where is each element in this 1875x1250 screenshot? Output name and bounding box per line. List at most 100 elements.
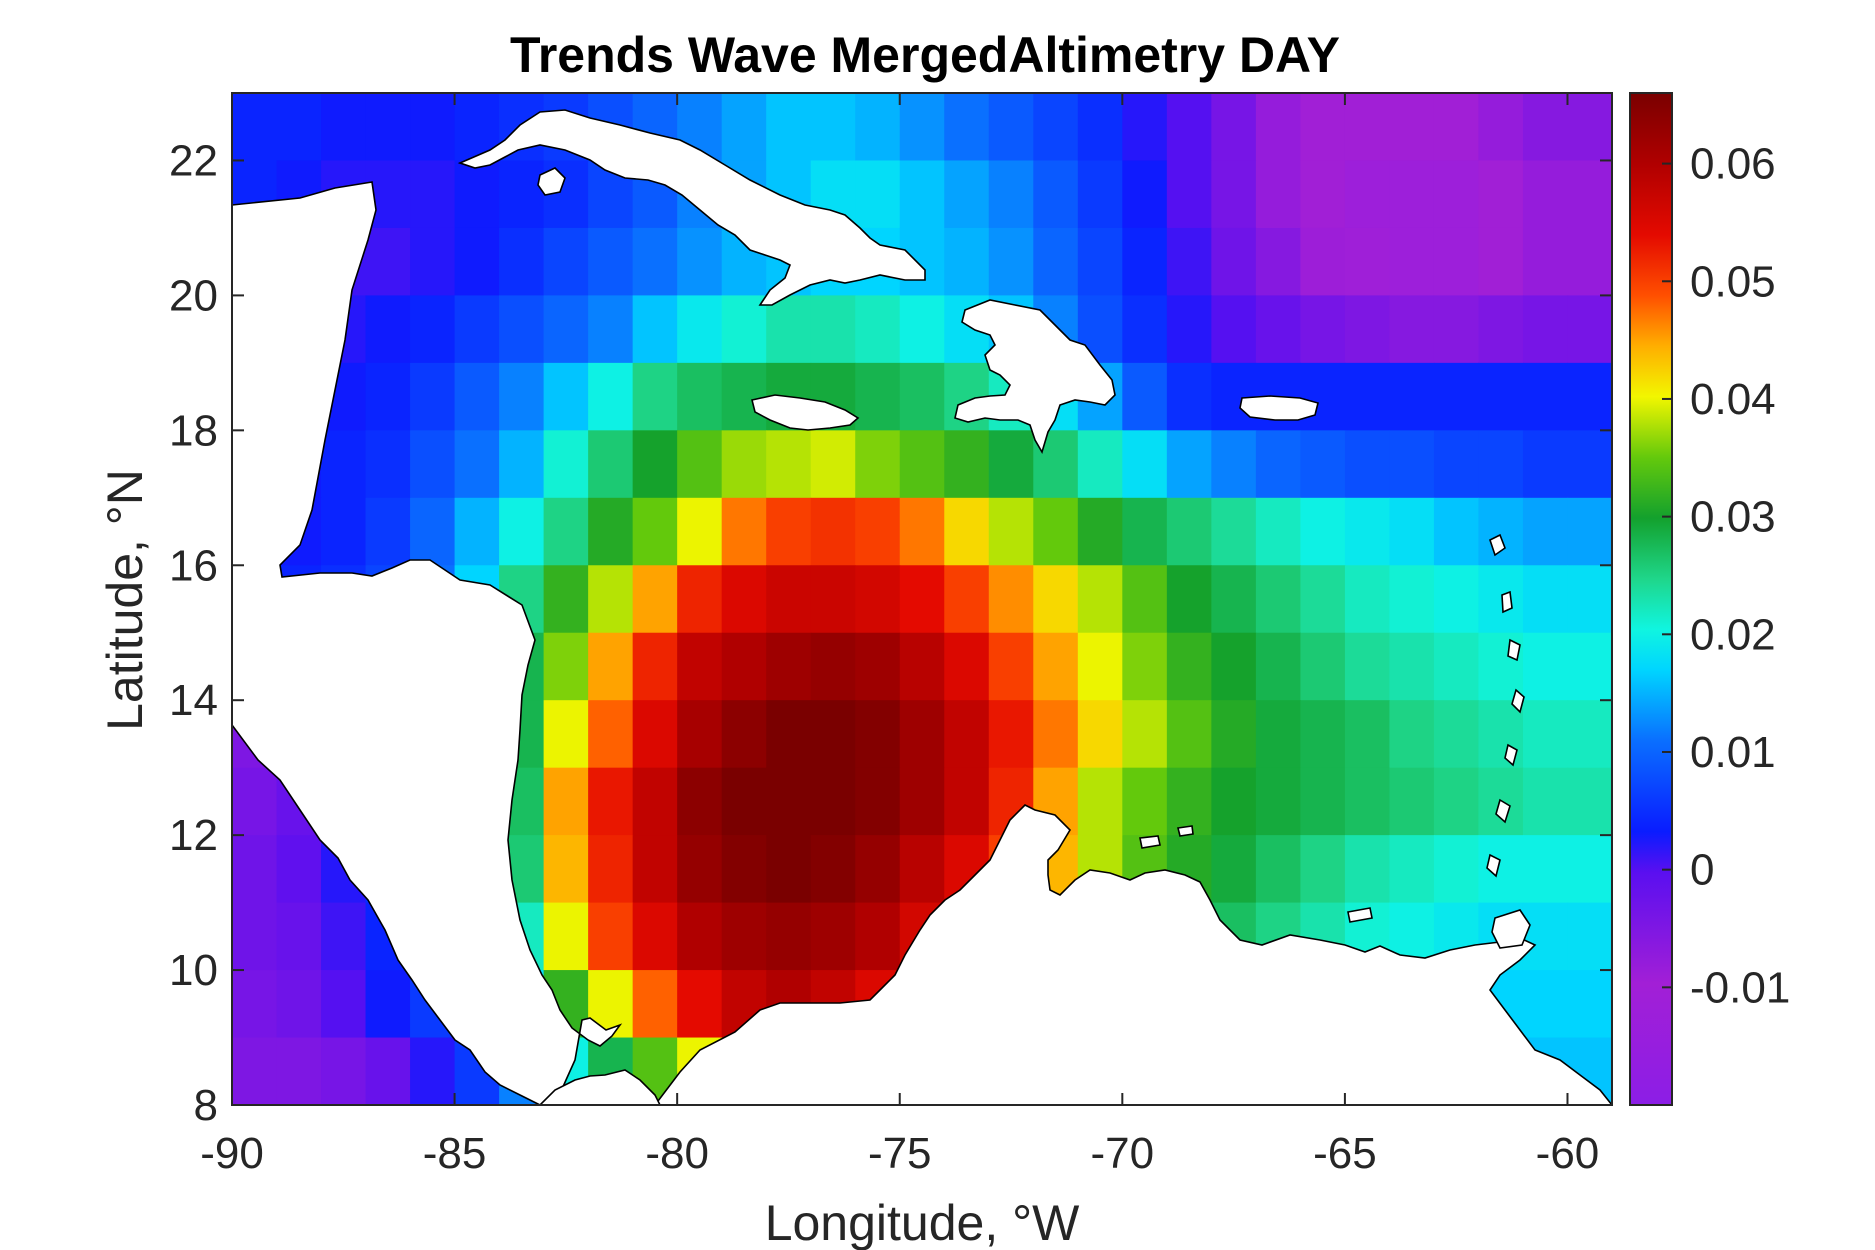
heatmap-cell xyxy=(721,295,767,364)
heatmap-cell xyxy=(677,902,723,971)
colorbar xyxy=(1630,93,1672,1105)
heatmap-cell xyxy=(276,902,322,971)
heatmap-cell xyxy=(1567,497,1612,566)
colorbar-frame xyxy=(1629,92,1673,1106)
heatmap-cell xyxy=(677,497,723,566)
heatmap-cell xyxy=(588,835,634,904)
colorbar-tick-label: 0.06 xyxy=(1690,140,1776,189)
heatmap-cell xyxy=(944,632,990,701)
heatmap-cell xyxy=(1567,430,1612,499)
heatmap-cell xyxy=(988,565,1034,634)
heatmap-cell xyxy=(454,430,500,499)
heatmap-cell xyxy=(1389,767,1435,836)
heatmap-cell xyxy=(1389,430,1435,499)
heatmap-cell xyxy=(588,227,634,296)
heatmap-cell xyxy=(1344,430,1391,499)
land-lesser-antilles-6 xyxy=(1495,798,1511,824)
heatmap-cell xyxy=(1567,632,1612,701)
heatmap-cell xyxy=(1300,497,1346,566)
heatmap-cell xyxy=(1389,362,1435,431)
heatmap-cell xyxy=(1344,767,1391,836)
heatmap-cell xyxy=(1567,295,1612,364)
heatmap-cell xyxy=(1389,93,1435,162)
heatmap-cell xyxy=(1166,227,1212,296)
heatmap-cell xyxy=(1389,700,1435,769)
heatmap-cell xyxy=(1077,93,1123,162)
heatmap-cell xyxy=(1033,497,1079,566)
heatmap-cell xyxy=(766,93,812,162)
heatmap-cell xyxy=(1344,362,1391,431)
heatmap-cell xyxy=(1344,295,1391,364)
heatmap-cell xyxy=(721,362,767,431)
heatmap-cell xyxy=(1033,565,1079,634)
heatmap-cell xyxy=(276,1037,322,1105)
x-tick-label: -85 xyxy=(423,1129,487,1178)
land-central-america xyxy=(232,181,623,1105)
heatmap-cell xyxy=(1211,430,1257,499)
heatmap-cell xyxy=(1344,497,1391,566)
heatmap-cell xyxy=(1255,160,1301,229)
heatmap-cell xyxy=(1122,295,1168,364)
heatmap-cell xyxy=(1522,632,1569,701)
heatmap-cell xyxy=(1478,362,1524,431)
heatmap-cell xyxy=(1300,93,1346,162)
heatmap-cell xyxy=(1433,93,1480,162)
heatmap-cell xyxy=(899,700,945,769)
heatmap-cell xyxy=(410,497,456,566)
heatmap-cell xyxy=(899,565,945,634)
y-axis-label: Latitude, °N xyxy=(97,469,153,731)
heatmap-cell xyxy=(1478,497,1524,566)
heatmap-cell xyxy=(899,497,945,566)
chart-title: Trends Wave MergedAltimetry DAY xyxy=(510,27,1340,83)
heatmap-cell xyxy=(410,1037,456,1105)
heatmap-cell xyxy=(721,767,767,836)
heatmap-cell xyxy=(855,565,901,634)
land-masses xyxy=(232,109,1612,1105)
heatmap-cell xyxy=(944,700,990,769)
heatmap-cell xyxy=(677,700,723,769)
heatmap-cell xyxy=(899,430,945,499)
heatmap-cell xyxy=(1433,700,1480,769)
heatmap-cell xyxy=(1522,430,1569,499)
heatmap-cell xyxy=(988,430,1034,499)
heatmap-cell xyxy=(766,902,812,971)
heatmap-cell xyxy=(1166,632,1212,701)
heatmap-cell xyxy=(1344,93,1391,162)
heatmap-cell xyxy=(1522,160,1569,229)
heatmap-cell xyxy=(677,565,723,634)
heatmap-cell xyxy=(1389,295,1435,364)
heatmap-cell xyxy=(232,835,278,904)
heatmap-cell xyxy=(855,160,901,229)
land-jamaica xyxy=(751,394,860,431)
heatmap-cell xyxy=(1433,227,1480,296)
land-lesser-antilles-4 xyxy=(1511,688,1525,714)
heatmap-cell xyxy=(721,835,767,904)
heatmap-cell xyxy=(1122,362,1168,431)
heatmap-cell xyxy=(810,902,856,971)
heatmap-cell xyxy=(632,632,678,701)
heatmap-cell xyxy=(1300,632,1346,701)
heatmap-cell xyxy=(1122,430,1168,499)
colorbar-tick-label: 0.05 xyxy=(1690,257,1776,306)
y-tick-label: 18 xyxy=(169,406,218,455)
y-tick-label: 12 xyxy=(169,811,218,860)
heatmap-cell xyxy=(1166,160,1212,229)
heatmap-cell xyxy=(232,970,278,1039)
heatmap-cell xyxy=(988,632,1034,701)
heatmap-cell xyxy=(1300,565,1346,634)
heatmap-cell xyxy=(1567,767,1612,836)
heatmap-cell xyxy=(810,767,856,836)
heatmap-cell xyxy=(721,565,767,634)
heatmap-cell xyxy=(410,295,456,364)
heatmap-cell xyxy=(810,835,856,904)
land-trinidad xyxy=(1491,909,1531,949)
heatmap-cell xyxy=(1211,295,1257,364)
heatmap-cell xyxy=(276,835,322,904)
heatmap-cell xyxy=(1522,93,1569,162)
x-tick-label: -70 xyxy=(1091,1129,1155,1178)
heatmap-cell xyxy=(766,632,812,701)
heatmap-cell xyxy=(1344,160,1391,229)
heatmap-cell xyxy=(810,295,856,364)
heatmap-cell xyxy=(632,227,678,296)
heatmap-cell xyxy=(855,430,901,499)
